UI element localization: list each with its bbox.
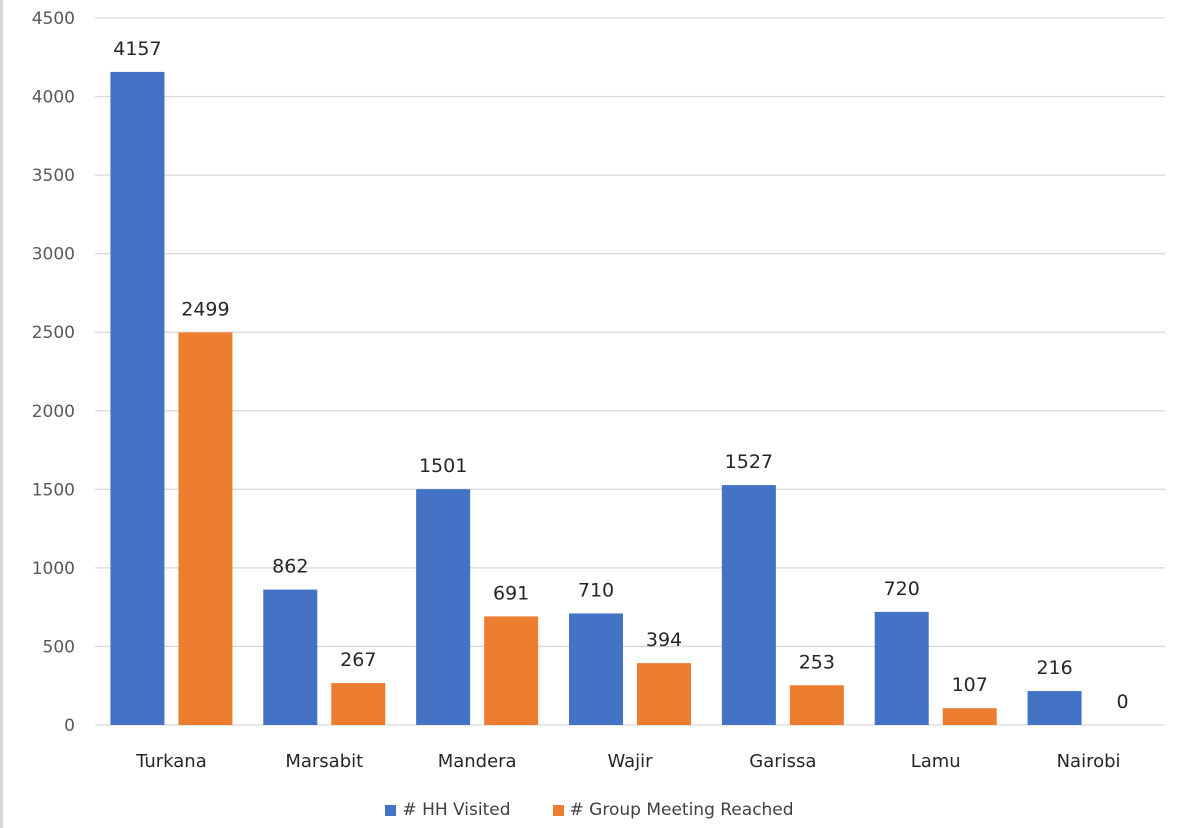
bar xyxy=(874,611,929,725)
bar xyxy=(416,489,471,725)
y-tick-label: 4500 xyxy=(32,9,75,29)
bar-chart: 0 500 1000 1500 2000 2500 3000 3500 4000 4500 415… xyxy=(32,9,1165,772)
bar xyxy=(263,589,318,725)
y-tick-label: 1500 xyxy=(32,480,75,500)
data-label: 394 xyxy=(646,629,682,651)
data-label: 1527 xyxy=(725,451,773,473)
y-tick-label: 4000 xyxy=(32,88,75,108)
data-label: 710 xyxy=(578,579,614,601)
y-axis-tick-labels: 0 500 1000 1500 2000 2500 3000 3500 4000 4500 xyxy=(32,9,75,736)
bars xyxy=(110,71,1082,726)
data-labels: 4157 2499 862 267 1501 691 710 394 1527 253 720 107… xyxy=(113,38,1128,713)
x-category-label: Mandera xyxy=(438,751,517,772)
x-category-label: Garissa xyxy=(749,751,816,772)
bar xyxy=(110,71,165,726)
y-tick-label: 0 xyxy=(64,716,75,736)
x-category-label: Wajir xyxy=(607,751,653,772)
bar xyxy=(721,485,776,725)
y-tick-label: 2500 xyxy=(32,323,75,343)
bar xyxy=(569,613,623,725)
y-tick-label: 1000 xyxy=(32,559,75,579)
x-category-label: Nairobi xyxy=(1057,751,1121,772)
x-category-label: Lamu xyxy=(911,751,961,772)
gridlines xyxy=(95,17,1165,726)
bar xyxy=(942,708,997,725)
data-label: 862 xyxy=(272,556,308,578)
x-category-label: Marsabit xyxy=(285,751,363,772)
bar xyxy=(484,616,539,725)
y-tick-label: 3500 xyxy=(32,166,75,186)
legend-swatch-group-meeting xyxy=(552,804,564,816)
data-label: 267 xyxy=(340,649,376,671)
x-category-label: Turkana xyxy=(135,751,207,772)
legend-label-group-meeting: # Group Meeting Reached xyxy=(569,800,794,820)
data-label: 2499 xyxy=(181,298,229,320)
y-tick-label: 2000 xyxy=(32,402,75,422)
bar xyxy=(637,663,691,725)
data-label: 720 xyxy=(884,578,920,600)
data-label: 216 xyxy=(1036,657,1072,679)
data-label: 107 xyxy=(952,674,988,696)
bar xyxy=(1027,691,1082,725)
data-label: 691 xyxy=(493,582,529,604)
legend-item-hh-visited: # HH Visited xyxy=(385,800,511,820)
legend: # HH Visited # Group Meeting Reached xyxy=(0,800,1179,820)
left-border xyxy=(0,0,3,828)
legend-swatch-hh-visited xyxy=(385,804,397,816)
data-label: 0 xyxy=(1117,691,1129,713)
legend-item-group-meeting: # Group Meeting Reached xyxy=(552,800,794,820)
data-label: 253 xyxy=(799,651,835,673)
bar xyxy=(331,683,386,725)
data-label: 4157 xyxy=(113,38,161,60)
legend-label-hh-visited: # HH Visited xyxy=(402,800,511,820)
bar xyxy=(789,685,844,725)
x-axis-category-labels: Turkana Marsabit Mandera Wajir Garissa Lamu Na… xyxy=(135,751,1120,772)
data-label: 1501 xyxy=(419,455,467,477)
y-tick-label: 500 xyxy=(43,637,75,657)
y-tick-label: 3000 xyxy=(32,245,75,265)
bar xyxy=(178,332,233,725)
